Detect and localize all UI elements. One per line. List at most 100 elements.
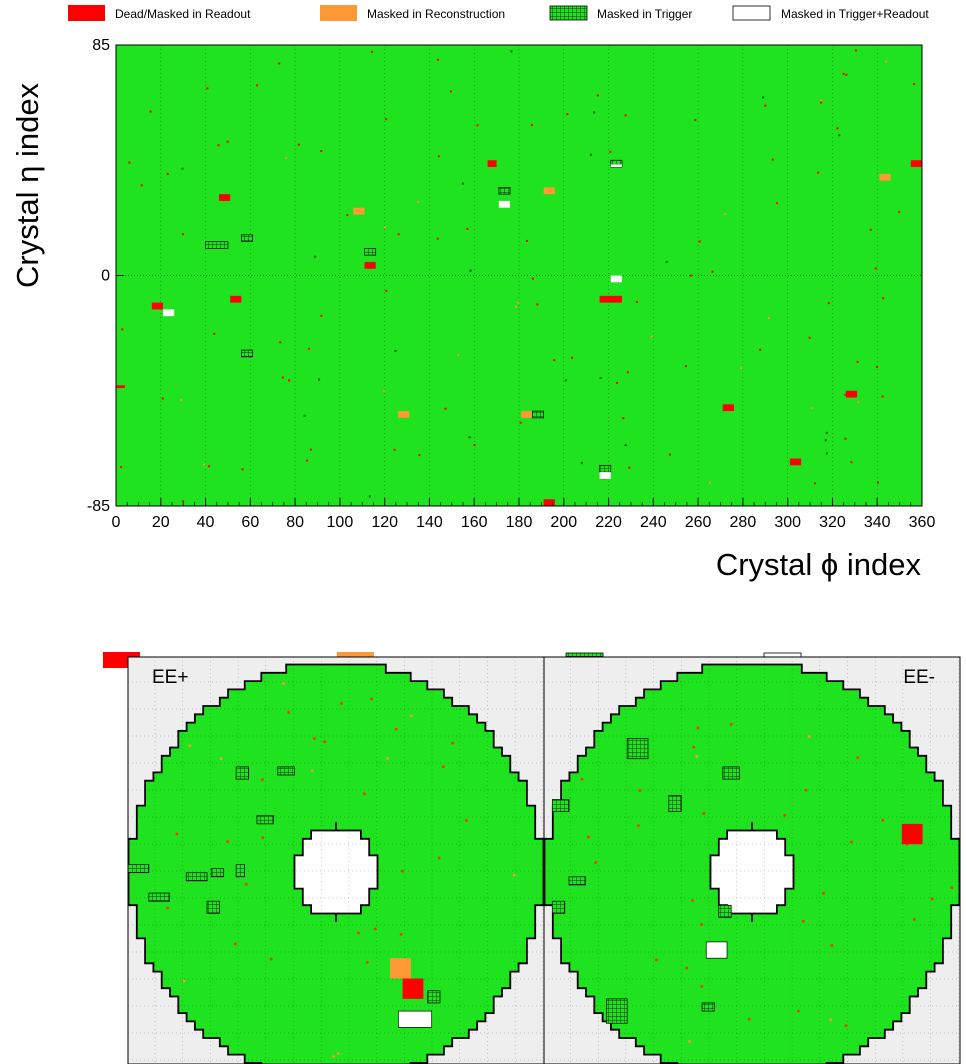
barrel-speckle (309, 448, 312, 451)
barrel-speckle (510, 50, 513, 53)
barrel-speckle (724, 213, 727, 216)
barrel-x-tick-label: 300 (774, 514, 801, 531)
barrel-speckle (874, 267, 877, 270)
endcap-trigger-region (606, 998, 628, 1024)
barrel-speckle (514, 306, 517, 309)
barrel-speckle (854, 49, 857, 52)
legend-swatch-dead (68, 5, 105, 21)
barrel-speckle (417, 200, 420, 203)
endcap-trigger-region (206, 900, 220, 914)
barrel-speckle (278, 62, 281, 65)
endcap-speckle (337, 1052, 340, 1055)
barrel-x-tick-label: 320 (819, 514, 846, 531)
barrel-y-axis-title: Crystal η index (10, 82, 45, 288)
endcap-trigger-region (148, 892, 170, 902)
barrel-x-tick-label: 180 (506, 514, 533, 531)
barrel-speckle (838, 134, 841, 137)
barrel-speckle (166, 172, 169, 175)
barrel-speckle (320, 150, 323, 153)
barrel-dead-region (364, 261, 376, 269)
barrel-speckle (519, 421, 522, 424)
barrel-speckle (180, 399, 183, 402)
endcap-dead-region (901, 823, 923, 845)
endcap-speckle (323, 740, 326, 744)
endcap-speckle (270, 957, 273, 961)
endcap-reco-region (390, 958, 411, 979)
barrel-x-tick-label: 200 (550, 514, 577, 531)
endcap-trigger-region (185, 872, 208, 882)
barrel-x-tick-label: 80 (286, 514, 304, 531)
barrel-trigger-readout-region (610, 164, 622, 168)
endcap-speckle (399, 933, 403, 936)
barrel-y-tick-label: -85 (87, 498, 110, 515)
endcap-speckle (829, 1018, 832, 1022)
endcap-trigger-region (427, 990, 441, 1004)
barrel-speckle (836, 127, 839, 130)
endcap-speckle (282, 682, 285, 685)
legend-label-trigger: Masked in Trigger (597, 7, 692, 21)
legend-swatch-trigger-readout (732, 5, 771, 21)
endcap-speckle (580, 777, 584, 781)
barrel-speckle (161, 397, 164, 400)
endcap-speckle (638, 789, 642, 792)
barrel-speckle (469, 269, 472, 272)
barrel-trigger-region (205, 241, 229, 249)
endcap-speckle (244, 882, 248, 886)
barrel-speckle (881, 395, 884, 398)
endcap-speckle (881, 819, 885, 822)
endcap-plus-inner-hole (293, 822, 379, 922)
barrel-speckle (844, 393, 847, 396)
barrel-speckle (466, 227, 469, 230)
barrel-speckle (213, 332, 216, 335)
endcap-speckle (850, 840, 853, 844)
barrel-speckle (553, 359, 556, 362)
endcap-speckle (183, 979, 186, 983)
barrel-speckle (824, 439, 827, 442)
endcap-speckle (332, 1055, 335, 1058)
barrel-x-tick-label: 280 (730, 514, 757, 531)
barrel-map: 0 20 40 60 80 100 120 140 160 180 200 220 240 260 280 3… (10, 37, 935, 582)
legend-label-dead: Dead/Masked in Readout (115, 7, 251, 21)
barrel-speckle (297, 143, 300, 146)
barrel-trigger-region (241, 234, 253, 242)
barrel-speckle (536, 303, 539, 306)
endcap-speckle (357, 931, 360, 935)
barrel-reco-region (398, 411, 410, 418)
barrel-speckle (665, 260, 668, 263)
endcap-dead-region (402, 978, 424, 999)
endcap-speckle (702, 812, 706, 815)
endcap-speckle (175, 832, 179, 836)
endcap-trigger-region (256, 815, 274, 825)
barrel-speckle (461, 182, 464, 185)
endcap-trigger-region (568, 876, 586, 886)
barrel-speckle (149, 110, 152, 113)
barrel-dead-region (151, 302, 164, 310)
endcap-speckle (219, 757, 223, 760)
endcap-speckle (856, 756, 859, 759)
barrel-dead-region (116, 385, 125, 389)
barrel-x-tick-label: 220 (595, 514, 622, 531)
barrel-trigger-readout-region (599, 472, 611, 479)
barrel-speckle (385, 118, 388, 121)
endcap-minus-label: EE- (903, 667, 935, 688)
barrel-speckle (226, 140, 229, 143)
barrel-speckle (516, 301, 519, 304)
barrel-speckle (668, 453, 671, 456)
legend-swatch-trigger (549, 5, 588, 21)
endcap-speckle (366, 960, 369, 964)
barrel-speckle (913, 83, 916, 86)
barrel-ticks (115, 44, 923, 507)
barrel-speckle (596, 94, 599, 97)
barrel-speckle (599, 376, 602, 379)
endcap-speckle (801, 920, 805, 923)
barrel-speckle (650, 335, 653, 338)
endcap-speckle (808, 735, 811, 738)
endcap-speckle (386, 757, 390, 760)
endcap-speckle (594, 861, 597, 864)
barrel-speckle (531, 277, 534, 280)
barrel-speckle (306, 459, 309, 462)
endcap-trigger-region (701, 1002, 715, 1012)
barrel-speckle (566, 113, 569, 116)
endcap-cells (128, 738, 923, 1028)
